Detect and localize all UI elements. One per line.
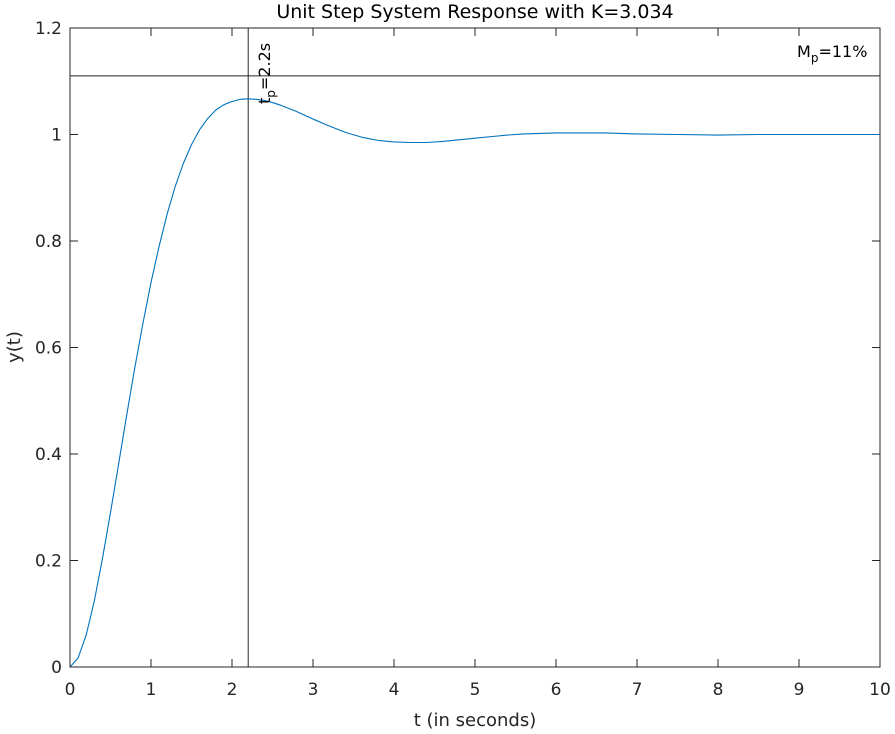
- x-tick-label: 4: [389, 680, 400, 700]
- peak-time-annotation: tp=2.2s: [255, 43, 278, 104]
- x-tick-label: 1: [146, 680, 157, 700]
- y-tick-label: 0.8: [35, 232, 62, 252]
- peak-time-annotation-main: t: [255, 98, 274, 104]
- x-tick-label: 6: [551, 680, 562, 700]
- x-tick-label: 9: [794, 680, 805, 700]
- y-axis-label: y(t): [4, 331, 25, 363]
- plot-frame: [69, 27, 881, 668]
- overshoot-annotation-sub: p: [811, 51, 819, 65]
- overshoot-annotation-main: M: [797, 42, 811, 61]
- y-tick-label: 0: [51, 658, 62, 678]
- x-tick-label: 10: [869, 680, 891, 700]
- y-tick-label: 1.2: [35, 19, 62, 39]
- x-tick-label: 3: [308, 680, 319, 700]
- overshoot-annotation-value: =11%: [818, 42, 867, 61]
- y-tick-label: 0.6: [35, 339, 62, 359]
- series-group: [69, 98, 880, 668]
- response-line: [69, 98, 880, 668]
- x-tick-label: 2: [227, 680, 238, 700]
- y-tick-label: 0.4: [35, 445, 62, 465]
- x-axis-label: t (in seconds): [414, 710, 537, 731]
- reference-lines: [70, 28, 880, 667]
- y-tick-label: 1: [51, 126, 62, 146]
- overshoot-annotation: Mp=11%: [797, 42, 867, 65]
- x-tick-label: 8: [713, 680, 724, 700]
- x-tick-label: 7: [632, 680, 643, 700]
- axis-ticks: 0 1 2 3 4 5 6 7 8 9 10 0 0.2 0.4 0.6 0.8 1 1.2: [35, 19, 891, 700]
- peak-time-annotation-value: =2.2s: [255, 43, 274, 90]
- chart-title: Unit Step System Response with K=3.034: [276, 1, 673, 23]
- x-tick-label: 0: [65, 680, 76, 700]
- peak-time-annotation-sub: p: [264, 90, 278, 98]
- x-tick-label: 5: [470, 680, 481, 700]
- y-tick-label: 0.2: [35, 552, 62, 572]
- plot-area: [70, 28, 880, 667]
